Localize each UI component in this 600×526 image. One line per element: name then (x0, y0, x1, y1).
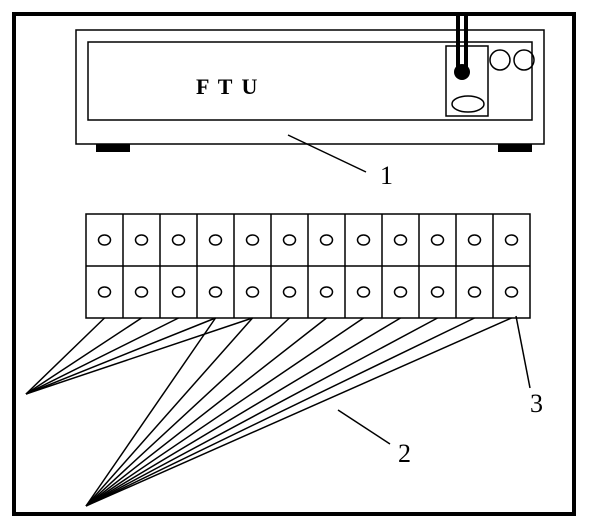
device-foot-1 (498, 144, 532, 152)
terminal-hole (247, 287, 259, 297)
left-cluster-wire (26, 318, 142, 394)
bottom-cluster-wire (86, 318, 290, 506)
callout-label-1: 1 (380, 161, 393, 190)
callout-line-3 (516, 316, 530, 388)
bottom-cluster-wire (86, 318, 438, 506)
terminal-hole (506, 287, 518, 297)
terminal-hole (358, 287, 370, 297)
terminal-hole (136, 287, 148, 297)
terminal-hole (469, 287, 481, 297)
terminal-hole (284, 235, 296, 245)
terminal-hole (321, 287, 333, 297)
indicator-open-0 (490, 50, 510, 70)
terminal-hole (210, 235, 222, 245)
callout-label-2: 2 (398, 439, 411, 468)
indicator-open-1 (514, 50, 534, 70)
terminal-hole (99, 235, 111, 245)
callout-line-2 (338, 410, 390, 444)
device-foot-0 (96, 144, 130, 152)
terminal-hole (247, 235, 259, 245)
left-cluster-wire (26, 318, 105, 394)
bottom-cluster-wire (86, 318, 401, 506)
terminal-hole (506, 235, 518, 245)
terminal-hole (432, 287, 444, 297)
bottom-cluster-wire (86, 318, 512, 506)
terminal-hole (358, 235, 370, 245)
main-enclosure (14, 14, 574, 514)
terminal-hole (99, 287, 111, 297)
indicator-filled (454, 64, 470, 80)
left-cluster-wire (26, 318, 179, 394)
terminal-hole (136, 235, 148, 245)
ftu-label: F T U (196, 74, 259, 99)
left-cluster-wire (26, 318, 216, 394)
callout-line-1 (288, 135, 366, 172)
terminal-hole (173, 287, 185, 297)
diagram-svg: F T U 1 2 3 (0, 0, 600, 526)
terminal-hole (395, 287, 407, 297)
terminal-hole (284, 287, 296, 297)
terminal-hole (432, 235, 444, 245)
indicator-ellipse (452, 96, 484, 112)
bottom-cluster-wire (86, 318, 364, 506)
callout-label-3: 3 (530, 389, 543, 418)
ftu-device-outer (76, 30, 544, 144)
terminal-hole (210, 287, 222, 297)
terminal-hole (321, 235, 333, 245)
terminal-hole (469, 235, 481, 245)
terminal-hole (395, 235, 407, 245)
terminal-hole (173, 235, 185, 245)
